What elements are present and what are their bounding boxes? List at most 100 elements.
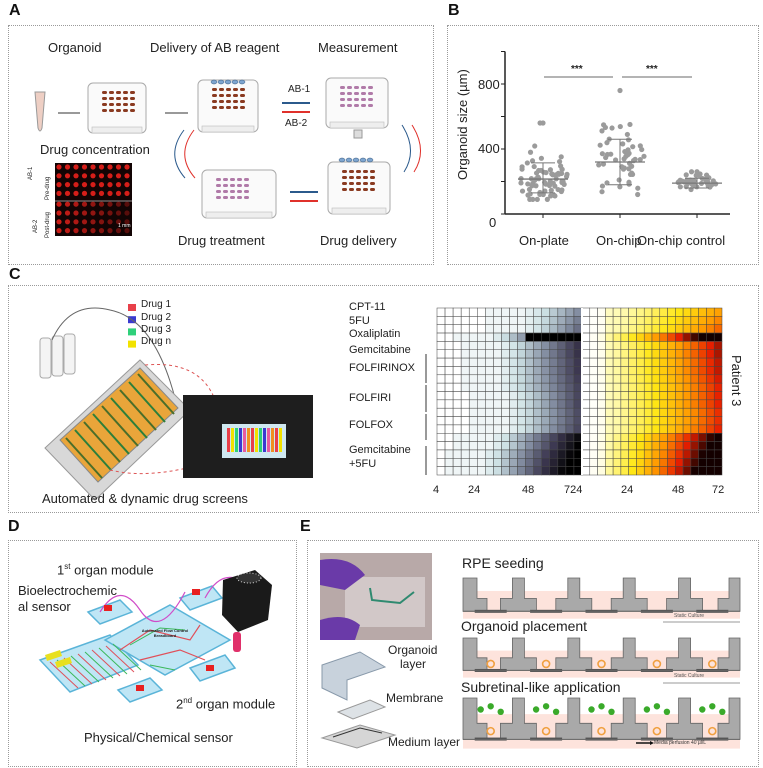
organoid: [597, 726, 606, 736]
data-point: [599, 128, 605, 134]
sensor-pad: [45, 650, 62, 661]
well: [212, 88, 217, 91]
fluorescent-well: [64, 182, 71, 188]
panel-c-frame: [8, 285, 759, 513]
fluorescent-well: [124, 210, 130, 216]
well: [363, 188, 368, 191]
breadboard-label: Automated Flow Control Breadboard: [141, 628, 189, 638]
fluorescent-well: [115, 173, 122, 179]
data-point: [637, 143, 643, 149]
well: [219, 88, 224, 91]
data-point: [559, 187, 565, 193]
organoid-size-chart: [501, 51, 730, 218]
well: [102, 109, 107, 112]
well: [237, 196, 242, 199]
data-point: [538, 155, 545, 161]
data-point: [604, 151, 611, 158]
data-point: [549, 171, 555, 177]
well: [342, 176, 347, 179]
fluorescent-well: [98, 164, 105, 170]
cycle-arrow: [401, 124, 411, 173]
cell-particle: [608, 708, 615, 715]
well: [340, 98, 345, 101]
fluorescent-well: [81, 173, 88, 179]
well: [244, 178, 249, 181]
organoid-tray-rim: [91, 126, 143, 134]
panel-e-label: E: [300, 518, 311, 535]
fluorescent-well: [73, 182, 79, 188]
organoid-placement-label: Organoid placement: [461, 618, 588, 634]
fluorescent-well: [90, 173, 96, 179]
vial-icon: [63, 333, 76, 375]
data-point: [683, 172, 689, 178]
organoid: [541, 659, 551, 669]
well: [356, 182, 361, 185]
well: [223, 178, 228, 181]
vial-icon: [39, 337, 52, 379]
legend-swatch-3: [128, 328, 136, 336]
microscope-objective-icon: [353, 129, 363, 139]
well: [370, 170, 375, 173]
cell-particle: [552, 708, 560, 715]
data-point: [547, 167, 554, 173]
static-culture-label-1: Static Culture: [674, 613, 705, 619]
fluorescent-well: [90, 228, 96, 234]
organoid: [541, 726, 551, 736]
data-point: [600, 122, 607, 128]
legend-drug-1: Drug 1: [141, 299, 172, 310]
row-label-gemcitabine: Gemcitabine: [349, 344, 411, 356]
well: [216, 190, 221, 193]
well: [368, 98, 373, 101]
cell-particle: [542, 703, 550, 710]
data-point: [635, 191, 641, 198]
data-point: [694, 169, 700, 175]
organoid: [486, 726, 496, 736]
data-point: [617, 184, 623, 190]
chip-photo-lane: [243, 428, 246, 452]
fluorescent-well: [124, 228, 130, 234]
cell-particle: [653, 703, 661, 710]
fluorescent-well: [73, 210, 79, 216]
second-organ-module-label: 2nd organ module: [176, 696, 276, 712]
well: [361, 98, 366, 101]
static-culture-label-2: Static Culture: [674, 673, 705, 679]
chip-photo-lane: [227, 428, 230, 452]
reagent-drop: [238, 79, 246, 85]
step-organoid: Organoid: [48, 40, 102, 55]
medium-channel: [332, 727, 383, 738]
fluorescent-well: [98, 210, 105, 216]
row-label-gemcitabine-combo: Gemcitabine: [349, 444, 411, 456]
scale-bar-label: 1 mm: [118, 223, 131, 229]
data-point: [531, 163, 537, 170]
data-point: [525, 181, 531, 187]
control-channel: [129, 627, 186, 671]
organ-chamber: [192, 589, 200, 595]
drug-concentration-label: Drug concentration: [40, 142, 150, 157]
well: [102, 91, 107, 94]
fluorescent-well: [124, 164, 130, 170]
well: [223, 190, 228, 193]
fluorescent-well: [56, 164, 62, 170]
panel-a-frame: [8, 25, 434, 265]
drug-screen-illustration: [39, 304, 723, 501]
sensor-trace: [98, 647, 128, 675]
fluorescent-well: [107, 228, 113, 234]
well: [216, 178, 221, 181]
fluorescent-well: [81, 164, 88, 170]
reservoir-tube-icon: [233, 632, 241, 652]
cell-particle: [719, 708, 726, 715]
bio-sensor-label-line1: Bioelectrochemic: [18, 583, 117, 598]
medium-layer-block: [320, 724, 397, 749]
data-point: [609, 125, 615, 131]
well: [349, 176, 354, 179]
fluorescent-well: [73, 201, 79, 207]
well: [219, 106, 224, 109]
well: [219, 100, 224, 103]
reagent-drop: [224, 79, 232, 85]
well: [342, 188, 347, 191]
cell-particle: [487, 703, 494, 710]
x-tick-48b: 48: [672, 484, 685, 496]
well: [240, 106, 245, 109]
cycle-arrow: [184, 129, 196, 179]
